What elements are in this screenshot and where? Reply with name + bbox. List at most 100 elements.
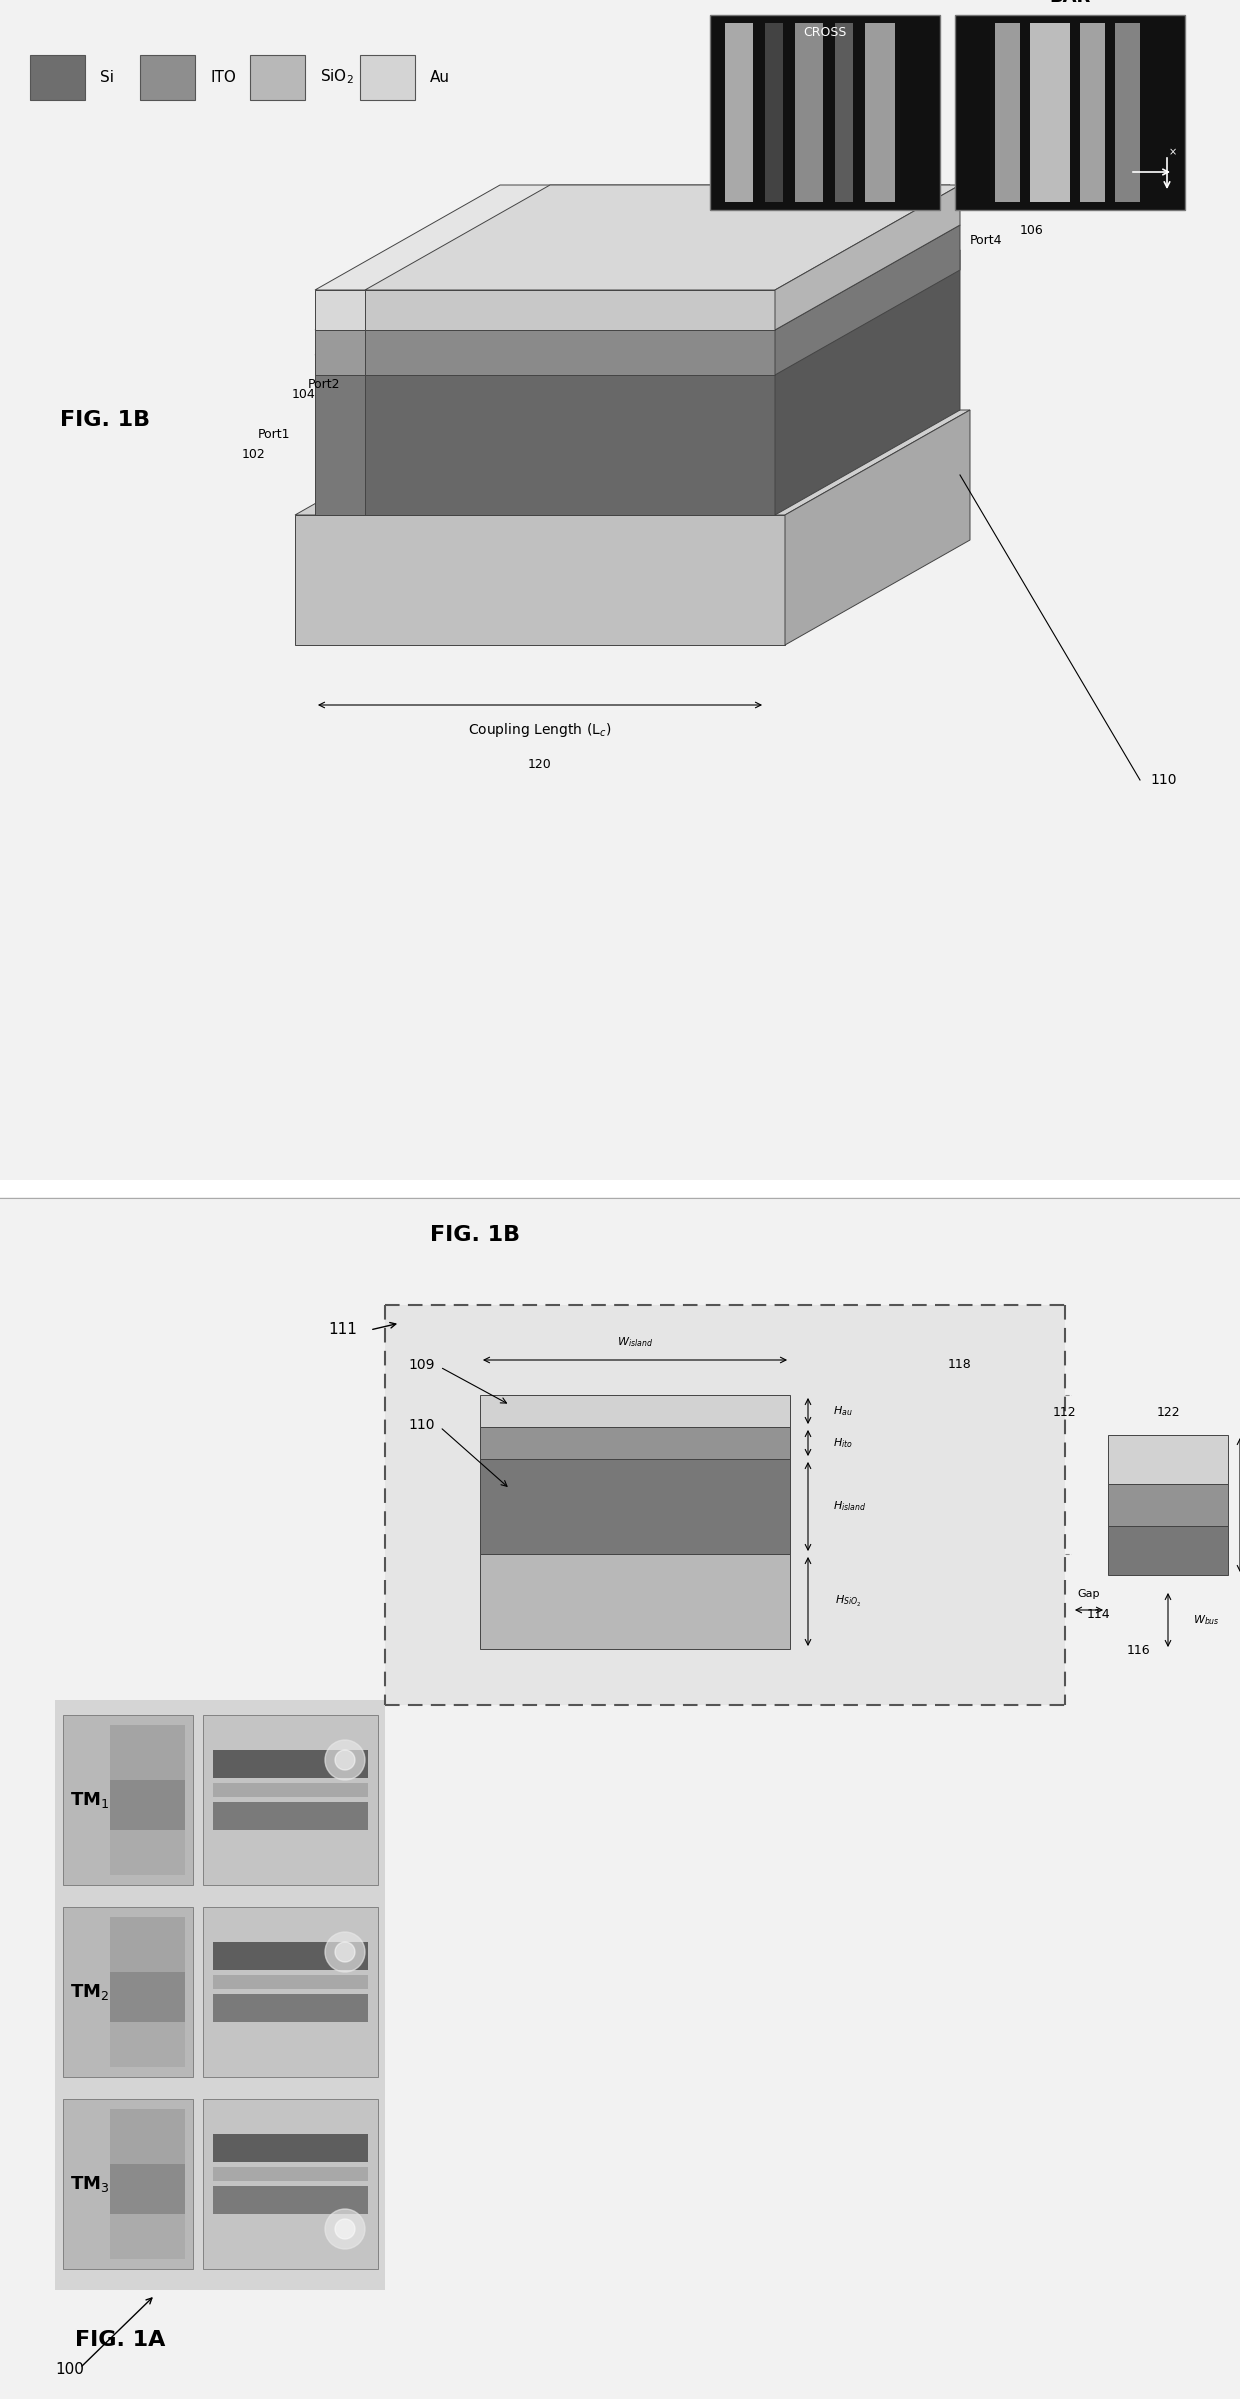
Polygon shape (315, 226, 950, 331)
Bar (213, 2166, 368, 2181)
Bar (480, 1427, 790, 1459)
Polygon shape (295, 410, 970, 516)
Bar (110, 1830, 185, 1876)
Text: 108: 108 (1021, 173, 1044, 187)
Text: $H_{SiO_2}$: $H_{SiO_2}$ (835, 1593, 862, 1610)
Text: 120: 120 (528, 758, 552, 772)
Bar (213, 1782, 368, 1797)
Polygon shape (365, 331, 775, 374)
Text: Si: Si (100, 70, 114, 84)
Circle shape (335, 1749, 355, 1770)
Text: $H_{ito}$: $H_{ito}$ (833, 1437, 853, 1449)
Text: TM$_1$: TM$_1$ (71, 1790, 109, 1809)
Text: BAR: BAR (1049, 0, 1091, 7)
Bar (1080, 24, 1105, 202)
Circle shape (325, 1739, 365, 1780)
Text: 104: 104 (291, 389, 315, 401)
Text: 109: 109 (408, 1358, 435, 1372)
Text: $H_{au}$: $H_{au}$ (833, 1403, 853, 1418)
Bar (110, 2164, 185, 2214)
Text: 114: 114 (1086, 1607, 1110, 1622)
Bar (480, 1555, 790, 1648)
Bar (866, 24, 895, 202)
Polygon shape (365, 290, 775, 331)
Bar (110, 1917, 185, 1972)
Bar (55, 1701, 384, 2291)
Bar (110, 2022, 185, 2068)
Bar (0, 1200, 1240, 2399)
Bar (63, 2099, 193, 2269)
Bar (0, 0, 1240, 1180)
Text: 100: 100 (55, 2363, 84, 2377)
Polygon shape (775, 249, 960, 516)
Bar (384, 1305, 1065, 1706)
Text: 110: 110 (1149, 772, 1177, 787)
Text: Port1: Port1 (258, 429, 290, 441)
Bar (110, 2214, 185, 2260)
Text: 110: 110 (408, 1418, 435, 1432)
Text: 102: 102 (242, 449, 265, 461)
Bar (140, 55, 195, 101)
Bar (203, 1907, 378, 2078)
Bar (213, 2185, 368, 2214)
Bar (250, 55, 305, 101)
Bar (795, 24, 823, 202)
Bar (1115, 24, 1140, 202)
Polygon shape (365, 249, 960, 355)
Bar (994, 24, 1021, 202)
Polygon shape (765, 226, 950, 374)
Circle shape (325, 1931, 365, 1972)
Bar (110, 1725, 185, 1780)
Bar (955, 14, 1185, 211)
Bar (110, 1972, 185, 2022)
Text: 106: 106 (1021, 223, 1044, 238)
Bar (63, 1907, 193, 2078)
Bar (110, 1780, 185, 1830)
Polygon shape (775, 185, 960, 331)
Polygon shape (775, 226, 960, 374)
Bar (110, 2109, 185, 2164)
Text: SiO$_2$: SiO$_2$ (320, 67, 353, 86)
Text: ITO: ITO (210, 70, 236, 84)
Text: Port4: Port4 (970, 233, 1002, 247)
Bar (711, 14, 940, 211)
Bar (765, 24, 782, 202)
Text: 116: 116 (1126, 1643, 1149, 1655)
Text: FIG. 1A: FIG. 1A (74, 2329, 165, 2351)
Polygon shape (315, 290, 765, 331)
Polygon shape (315, 249, 950, 355)
Polygon shape (295, 516, 785, 645)
Bar (203, 2099, 378, 2269)
Polygon shape (365, 226, 960, 331)
Text: $W_{island}$: $W_{island}$ (618, 1336, 653, 1348)
Circle shape (325, 2209, 365, 2248)
Polygon shape (765, 185, 950, 331)
Polygon shape (365, 185, 960, 290)
Text: CROSS: CROSS (804, 26, 847, 38)
Bar (203, 1715, 378, 1886)
Polygon shape (315, 331, 765, 374)
Text: TM$_3$: TM$_3$ (71, 2173, 109, 2195)
Text: 111: 111 (329, 1322, 357, 1339)
Bar (30, 55, 86, 101)
Text: FIG. 1B: FIG. 1B (430, 1226, 520, 1245)
Bar (213, 1943, 368, 1970)
Polygon shape (765, 249, 950, 516)
Bar (1109, 1485, 1228, 1526)
Bar (63, 1715, 193, 1886)
Text: 112: 112 (1053, 1406, 1076, 1420)
Bar (835, 24, 853, 202)
Bar (213, 1802, 368, 1830)
Text: Au: Au (430, 70, 450, 84)
Text: 122: 122 (1156, 1406, 1179, 1420)
Polygon shape (315, 355, 765, 516)
Text: Coupling Length (L$_c$): Coupling Length (L$_c$) (469, 722, 611, 739)
Circle shape (335, 1943, 355, 1962)
Bar (1109, 1435, 1228, 1485)
Text: $W_{bus}$: $W_{bus}$ (1193, 1612, 1219, 1627)
Bar (213, 1994, 368, 2022)
Text: Port3: Port3 (970, 190, 1002, 202)
Text: Gap: Gap (1078, 1588, 1100, 1600)
Bar (480, 1394, 790, 1427)
Bar (1030, 24, 1070, 202)
